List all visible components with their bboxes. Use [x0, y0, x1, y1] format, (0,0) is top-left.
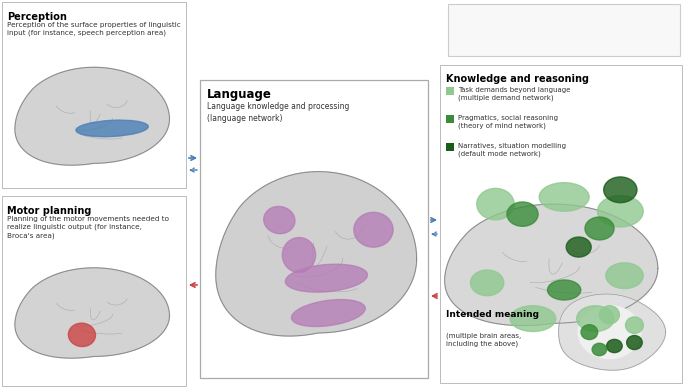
- Ellipse shape: [510, 306, 556, 331]
- Ellipse shape: [471, 270, 503, 296]
- Ellipse shape: [627, 336, 643, 350]
- Bar: [446, 143, 454, 151]
- Text: Language knowledge and processing
(language network): Language knowledge and processing (langu…: [207, 102, 349, 123]
- Ellipse shape: [603, 177, 637, 203]
- Ellipse shape: [68, 323, 95, 346]
- Ellipse shape: [597, 196, 643, 227]
- Ellipse shape: [585, 217, 614, 240]
- Text: Pragmatics, social reasoning
(theory of mind network): Pragmatics, social reasoning (theory of …: [458, 115, 558, 129]
- Text: Language: Language: [207, 88, 272, 101]
- Ellipse shape: [599, 306, 619, 324]
- Text: Intended meaning: Intended meaning: [446, 310, 539, 319]
- Polygon shape: [15, 268, 169, 358]
- Ellipse shape: [477, 189, 514, 220]
- Text: (multiple brain areas,
including the above): (multiple brain areas, including the abo…: [446, 332, 521, 347]
- Ellipse shape: [581, 325, 598, 340]
- FancyBboxPatch shape: [2, 2, 186, 188]
- Bar: [446, 115, 454, 123]
- Ellipse shape: [606, 263, 643, 289]
- Ellipse shape: [76, 120, 148, 137]
- Polygon shape: [216, 171, 416, 336]
- Text: Language comprehension: Language comprehension: [496, 14, 595, 23]
- Polygon shape: [578, 306, 640, 359]
- Ellipse shape: [539, 183, 589, 211]
- Text: Planning of the motor movements needed to
realize linguistic output (for instanc: Planning of the motor movements needed t…: [7, 216, 169, 239]
- Ellipse shape: [592, 343, 607, 356]
- Polygon shape: [559, 294, 666, 370]
- FancyBboxPatch shape: [448, 4, 680, 56]
- Ellipse shape: [291, 300, 365, 327]
- Polygon shape: [445, 204, 658, 326]
- FancyBboxPatch shape: [440, 65, 682, 383]
- Text: Motor planning: Motor planning: [7, 206, 91, 216]
- Ellipse shape: [286, 264, 367, 292]
- Ellipse shape: [547, 280, 581, 300]
- Ellipse shape: [625, 317, 643, 333]
- Polygon shape: [15, 67, 169, 165]
- FancyBboxPatch shape: [200, 80, 428, 378]
- Ellipse shape: [354, 212, 393, 247]
- Bar: [446, 87, 454, 95]
- Ellipse shape: [282, 237, 316, 272]
- Text: Knowledge and reasoning: Knowledge and reasoning: [446, 74, 589, 84]
- FancyBboxPatch shape: [2, 196, 186, 386]
- Ellipse shape: [577, 306, 614, 331]
- Ellipse shape: [264, 206, 295, 234]
- Text: Task demands beyond language
(multiple demand network): Task demands beyond language (multiple d…: [458, 87, 571, 101]
- Text: Language production: Language production: [496, 33, 577, 43]
- Ellipse shape: [507, 202, 538, 226]
- Ellipse shape: [607, 340, 622, 353]
- Text: Perception: Perception: [7, 12, 67, 22]
- Ellipse shape: [566, 237, 591, 257]
- Text: Narratives, situation modelling
(default mode network): Narratives, situation modelling (default…: [458, 143, 566, 157]
- Text: Perception of the surface properties of linguistic
input (for instance, speech p: Perception of the surface properties of …: [7, 22, 181, 36]
